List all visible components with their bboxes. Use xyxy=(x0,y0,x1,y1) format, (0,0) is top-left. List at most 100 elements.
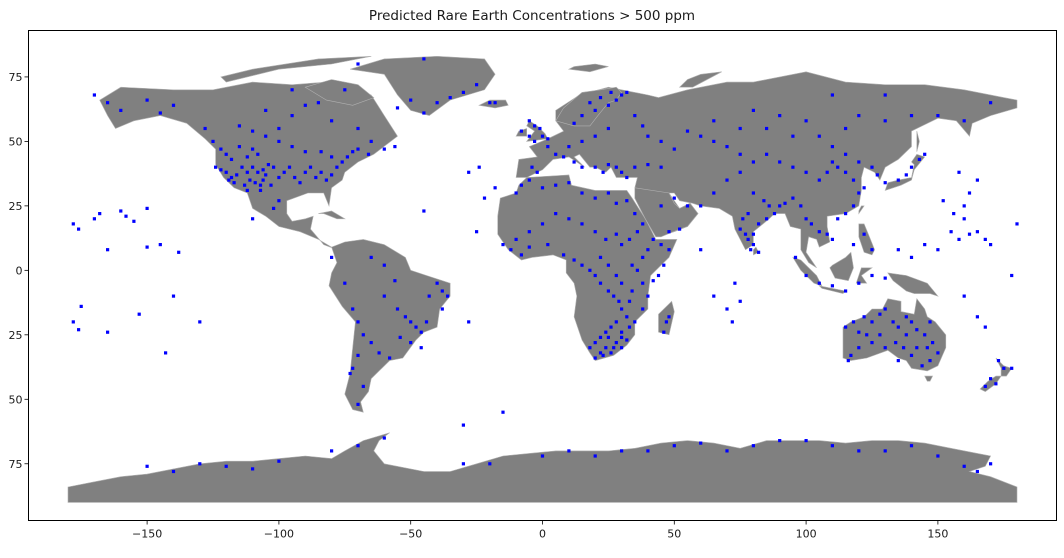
data-point-336 xyxy=(870,165,874,169)
data-point-300 xyxy=(791,196,795,200)
data-point-236 xyxy=(598,335,603,339)
data-point-225 xyxy=(588,268,592,272)
data-point-13 xyxy=(251,147,255,151)
data-point-116 xyxy=(477,165,481,169)
data-point-321 xyxy=(765,152,769,156)
data-point-289 xyxy=(746,237,750,241)
y-axis: 75 50 25 0 25 50 75 xyxy=(9,71,29,471)
data-point-188 xyxy=(659,165,663,169)
data-point-406 xyxy=(962,217,966,221)
data-point-15 xyxy=(224,170,228,174)
data-point-195 xyxy=(540,186,545,190)
data-point-36 xyxy=(287,165,292,169)
data-point-125 xyxy=(388,356,392,360)
data-point-378 xyxy=(870,320,874,324)
data-point-87 xyxy=(488,101,492,105)
data-point-104 xyxy=(71,320,75,324)
land-layer xyxy=(67,55,1018,503)
data-point-76 xyxy=(272,206,276,210)
data-point-245 xyxy=(620,330,624,334)
land-region-3 xyxy=(220,56,372,83)
data-point-401 xyxy=(915,346,919,350)
data-point-445 xyxy=(567,449,571,453)
data-point-31 xyxy=(227,178,231,182)
data-point-161 xyxy=(580,114,584,118)
data-point-148 xyxy=(440,307,444,311)
data-point-450 xyxy=(725,449,729,453)
data-point-390 xyxy=(928,359,932,363)
data-point-101 xyxy=(171,294,176,298)
data-point-72 xyxy=(219,168,223,172)
data-point-74 xyxy=(245,188,249,192)
data-point-69 xyxy=(290,88,294,92)
data-point-103 xyxy=(79,304,83,308)
data-point-261 xyxy=(630,289,634,293)
data-point-400 xyxy=(896,359,900,363)
data-point-394 xyxy=(894,341,898,345)
land-region-2 xyxy=(304,79,375,106)
data-point-151 xyxy=(533,124,537,128)
data-point-135 xyxy=(419,330,423,334)
data-point-67 xyxy=(316,101,320,105)
data-point-313 xyxy=(844,170,848,174)
land-region-23 xyxy=(842,297,947,372)
data-point-192 xyxy=(514,191,518,195)
data-point-91 xyxy=(92,217,96,221)
data-point-443 xyxy=(488,462,492,466)
data-point-80 xyxy=(422,111,426,115)
data-point-234 xyxy=(609,325,613,329)
data-point-59 xyxy=(264,108,268,112)
data-point-425 xyxy=(983,325,987,329)
data-point-285 xyxy=(746,212,750,216)
data-point-141 xyxy=(419,346,423,350)
data-point-171 xyxy=(641,124,645,128)
data-point-244 xyxy=(606,335,610,339)
data-point-395 xyxy=(883,346,887,350)
data-point-270 xyxy=(620,335,624,339)
data-point-216 xyxy=(514,237,518,241)
data-point-371 xyxy=(851,243,856,247)
land-region-1 xyxy=(350,55,496,116)
data-point-451 xyxy=(751,444,755,448)
data-point-418 xyxy=(967,191,972,195)
data-point-71 xyxy=(214,165,218,169)
data-point-42 xyxy=(319,170,323,174)
data-point-280 xyxy=(699,204,703,208)
data-point-63 xyxy=(369,139,373,143)
data-point-191 xyxy=(546,137,550,141)
data-point-461 xyxy=(989,462,993,466)
data-point-295 xyxy=(772,212,777,216)
data-point-345 xyxy=(857,114,861,118)
data-point-228 xyxy=(606,289,610,293)
data-point-180 xyxy=(593,165,597,169)
data-point-178 xyxy=(572,160,576,164)
data-point-227 xyxy=(598,281,603,285)
data-point-241 xyxy=(620,346,624,350)
x-tick-label-1: −100 xyxy=(264,528,294,541)
data-point-97 xyxy=(106,248,110,252)
data-point-422 xyxy=(952,212,956,216)
data-point-331 xyxy=(791,134,795,138)
data-point-145 xyxy=(382,263,386,267)
data-point-157 xyxy=(580,139,584,143)
data-point-38 xyxy=(298,181,302,185)
data-point-235 xyxy=(604,330,608,334)
data-point-402 xyxy=(925,346,929,350)
data-point-89 xyxy=(71,222,75,226)
data-point-333 xyxy=(830,145,834,149)
data-point-287 xyxy=(738,227,742,231)
data-point-57 xyxy=(237,124,241,128)
data-point-131 xyxy=(395,307,400,311)
data-point-240 xyxy=(609,351,613,355)
data-point-350 xyxy=(751,108,755,112)
data-point-441 xyxy=(382,436,386,440)
data-point-166 xyxy=(625,90,629,94)
data-point-254 xyxy=(646,248,650,252)
data-point-9 xyxy=(224,152,228,156)
y-tick-label-0: 75 xyxy=(9,71,23,84)
data-point-437 xyxy=(224,464,228,468)
data-point-181 xyxy=(601,170,605,174)
data-point-52 xyxy=(303,150,307,154)
data-point-267 xyxy=(664,320,668,324)
